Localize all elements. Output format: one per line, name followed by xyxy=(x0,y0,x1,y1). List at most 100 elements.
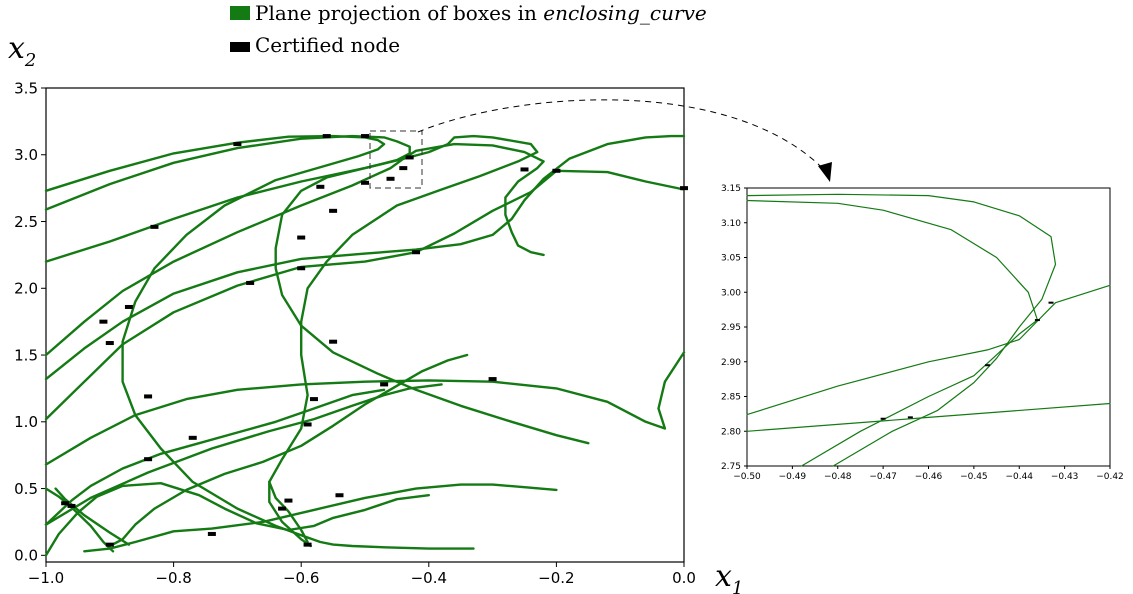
y-tick-label: 3.5 xyxy=(14,79,38,97)
y-tick-label: 1.0 xyxy=(14,413,38,431)
certified-node xyxy=(309,397,318,402)
certified-node xyxy=(361,134,369,139)
certified-node xyxy=(188,435,197,440)
legend-swatch-node xyxy=(230,42,250,52)
y-tick-label: 2.5 xyxy=(14,213,38,231)
main-curves xyxy=(44,134,686,557)
curve-series xyxy=(746,402,1111,432)
arrow-head-icon xyxy=(818,162,832,182)
curve-series xyxy=(108,353,469,548)
certified-node xyxy=(680,186,688,191)
curve-series xyxy=(746,193,1057,467)
zoom-plot-frame xyxy=(746,187,1111,467)
y-tick-label: 2.0 xyxy=(14,280,38,298)
certified-node xyxy=(907,416,913,419)
y-tick-label: 3.15 xyxy=(721,184,741,194)
x-tick-label: −0.49 xyxy=(779,472,807,482)
y-tick-label: 3.10 xyxy=(721,219,741,229)
certified-node xyxy=(233,142,242,147)
certified-node xyxy=(61,501,70,506)
curve-series xyxy=(746,199,1038,467)
curve-series xyxy=(44,134,539,548)
certified-node xyxy=(297,266,306,271)
certified-node xyxy=(552,168,561,173)
y-tick-label: 0.5 xyxy=(14,480,38,498)
curve-series xyxy=(44,383,443,526)
certified-node xyxy=(99,319,108,324)
certified-node xyxy=(278,506,287,511)
zoom-nodes xyxy=(880,301,1054,420)
x-tick-label: −0.45 xyxy=(960,472,988,482)
x-tick-label: −0.43 xyxy=(1051,472,1079,482)
certified-node xyxy=(488,377,497,382)
x-tick-label: −0.6 xyxy=(283,569,319,587)
legend-swatch-boxes xyxy=(230,6,250,20)
certified-node xyxy=(386,176,395,181)
certified-node xyxy=(880,417,886,420)
certified-node xyxy=(399,166,408,171)
y-tick-label: 3.0 xyxy=(14,146,38,164)
x-tick-label: −0.44 xyxy=(1005,472,1033,482)
x-tick-label: −0.50 xyxy=(733,472,761,482)
x-tick-label: −0.2 xyxy=(538,569,574,587)
main-axis-ticks: −1.0 −0.8 −0.6 −0.4 −0.2 0.0 0.0 0.5 1.0 1.5 2.0 2.… xyxy=(14,79,696,587)
certified-node xyxy=(67,503,76,508)
certified-node xyxy=(124,304,133,309)
zoom-region-box xyxy=(369,130,423,189)
zoom-connector-arrow xyxy=(417,99,831,177)
y-tick-label: 2.90 xyxy=(721,358,741,368)
certified-node xyxy=(1048,301,1054,304)
x-tick-label: −0.42 xyxy=(1096,472,1124,482)
zoom-axis-ticks: −0.50 −0.49 −0.48 −0.47 −0.46 −0.45 −0.44 −0.43… xyxy=(721,184,1124,482)
y-tick-label: 2.75 xyxy=(721,462,741,472)
x-tick-label: −1.0 xyxy=(28,569,64,587)
x-tick-label: −0.47 xyxy=(869,472,897,482)
curve-series xyxy=(268,480,309,544)
curve-series xyxy=(54,487,131,546)
zoom-curves xyxy=(746,193,1111,467)
curve-series xyxy=(44,487,115,553)
curve-series xyxy=(44,134,590,445)
certified-node xyxy=(316,184,325,189)
zoom-plot: −0.50 −0.49 −0.48 −0.47 −0.46 −0.45 −0.44 −0.43… xyxy=(721,184,1124,482)
certified-node xyxy=(105,341,114,346)
curve-series xyxy=(83,483,558,553)
certified-node xyxy=(520,167,529,172)
curve-series xyxy=(44,482,430,557)
y-tick-label: 2.80 xyxy=(721,427,741,437)
certified-node xyxy=(361,180,369,185)
x-tick-label: −0.8 xyxy=(155,569,191,587)
certified-node xyxy=(144,457,153,462)
y-tick-label: 2.85 xyxy=(721,393,741,403)
x-tick-label: −0.48 xyxy=(824,472,852,482)
x-axis-label: x1 xyxy=(715,559,743,594)
x-tick-label: −0.46 xyxy=(915,472,943,482)
certified-node xyxy=(1034,319,1040,322)
curve-series xyxy=(44,134,686,381)
certified-node xyxy=(329,208,338,213)
certified-node xyxy=(329,339,338,344)
x-tick-label: −0.4 xyxy=(411,569,447,587)
certified-node xyxy=(303,542,312,547)
curve-series xyxy=(44,351,686,466)
certified-node xyxy=(405,155,414,160)
curve-series xyxy=(44,142,545,357)
y-tick-label: 2.95 xyxy=(721,323,741,333)
main-nodes xyxy=(61,134,688,547)
y-tick-label: 3.05 xyxy=(721,254,741,264)
curve-series xyxy=(44,388,386,526)
y-tick-label: 3.00 xyxy=(721,288,741,298)
certified-node xyxy=(246,280,255,285)
certified-node xyxy=(297,235,306,240)
certified-node xyxy=(380,382,389,387)
certified-node xyxy=(207,531,216,536)
y-tick-label: 1.5 xyxy=(14,346,38,364)
certified-node xyxy=(322,134,331,139)
y-tick-label: 0.0 xyxy=(14,547,38,565)
certified-node xyxy=(335,493,344,498)
main-plot: −1.0 −0.8 −0.6 −0.4 −0.2 0.0 0.0 0.5 1.0 1.5 2.0 2.… xyxy=(14,79,696,587)
certified-node xyxy=(284,498,293,503)
legend: Plane projection of boxes in enclosing_c… xyxy=(230,1,707,57)
certified-node xyxy=(303,422,312,427)
